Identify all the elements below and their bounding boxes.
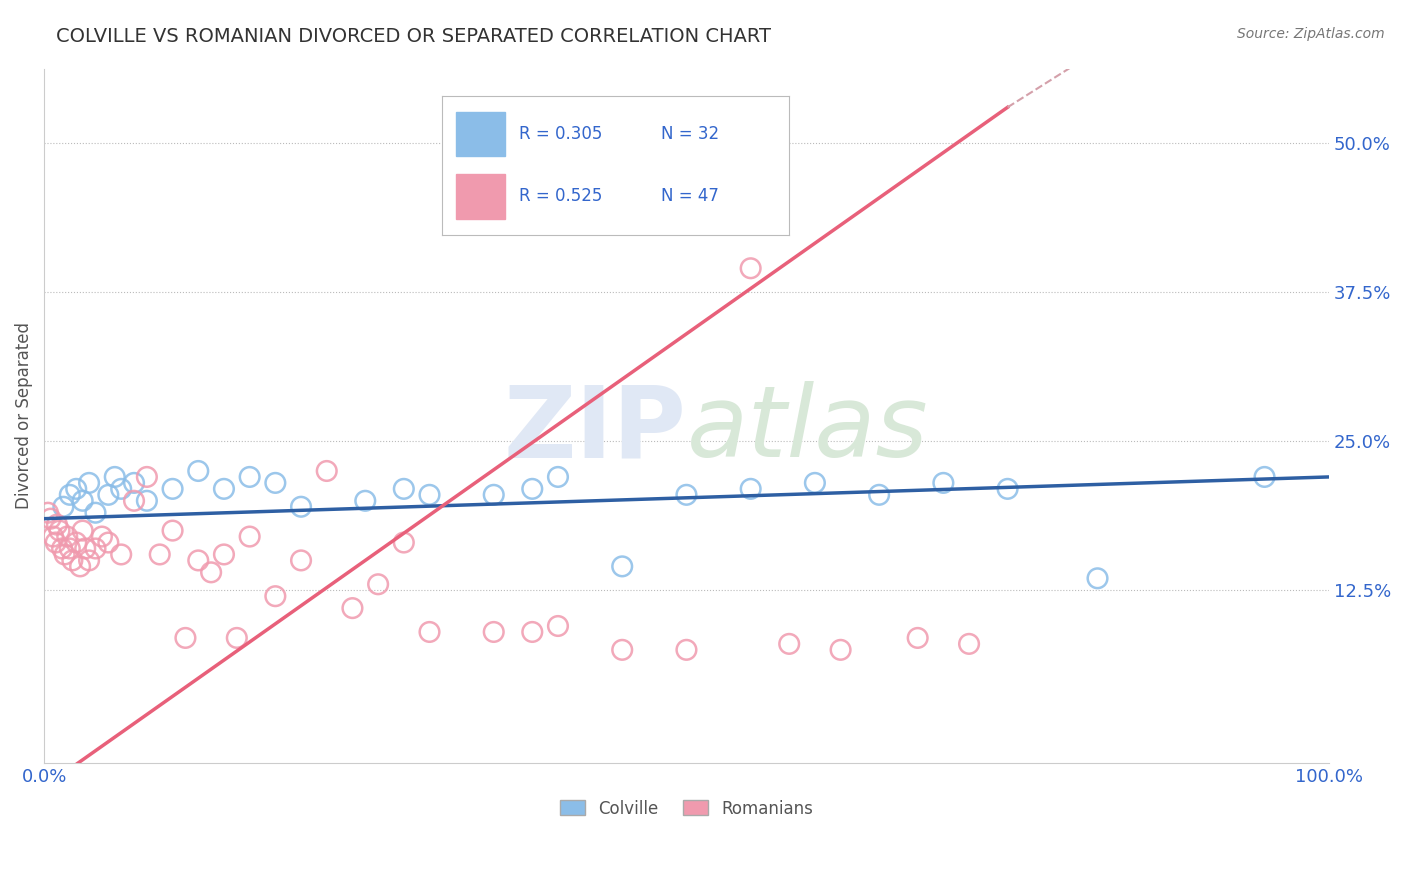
Point xyxy=(367,577,389,591)
Point xyxy=(110,482,132,496)
Point xyxy=(342,601,364,615)
Point xyxy=(84,506,107,520)
Point xyxy=(51,541,73,556)
Point xyxy=(212,548,235,562)
Point xyxy=(1087,571,1109,585)
Point xyxy=(778,637,800,651)
Point xyxy=(162,524,184,538)
Point xyxy=(418,488,440,502)
Point xyxy=(97,488,120,502)
Point xyxy=(162,482,184,496)
Point xyxy=(110,548,132,562)
Point xyxy=(354,493,377,508)
Point xyxy=(42,530,65,544)
Point xyxy=(315,464,337,478)
Point xyxy=(290,553,312,567)
Point xyxy=(53,548,76,562)
Point xyxy=(907,631,929,645)
Point xyxy=(482,488,505,502)
Point xyxy=(52,500,75,514)
Point xyxy=(868,488,890,502)
Point xyxy=(612,643,634,657)
Point xyxy=(37,506,59,520)
Text: ZIP: ZIP xyxy=(503,381,686,478)
Point xyxy=(59,488,82,502)
Text: atlas: atlas xyxy=(686,381,928,478)
Legend: Colville, Romanians: Colville, Romanians xyxy=(553,793,820,824)
Point xyxy=(56,530,79,544)
Point xyxy=(740,261,762,276)
Point xyxy=(482,624,505,639)
Text: Source: ZipAtlas.com: Source: ZipAtlas.com xyxy=(1237,27,1385,41)
Point xyxy=(239,470,262,484)
Point xyxy=(225,631,247,645)
Point xyxy=(77,553,100,567)
Point xyxy=(122,475,145,490)
Point xyxy=(60,553,83,567)
Point xyxy=(1253,470,1275,484)
Point xyxy=(72,493,94,508)
Point xyxy=(135,493,157,508)
Point xyxy=(77,475,100,490)
Point xyxy=(522,482,544,496)
Point xyxy=(392,535,415,549)
Point xyxy=(804,475,827,490)
Point xyxy=(957,637,980,651)
Point xyxy=(418,624,440,639)
Text: COLVILLE VS ROMANIAN DIVORCED OR SEPARATED CORRELATION CHART: COLVILLE VS ROMANIAN DIVORCED OR SEPARAT… xyxy=(56,27,772,45)
Point xyxy=(48,524,70,538)
Point xyxy=(187,553,209,567)
Point xyxy=(290,500,312,514)
Point xyxy=(392,482,415,496)
Point xyxy=(97,535,120,549)
Point xyxy=(187,464,209,478)
Point xyxy=(264,589,287,603)
Point xyxy=(200,566,222,580)
Point xyxy=(932,475,955,490)
Point xyxy=(59,541,82,556)
Point xyxy=(612,559,634,574)
Point xyxy=(135,470,157,484)
Y-axis label: Divorced or Separated: Divorced or Separated xyxy=(15,322,32,509)
Point xyxy=(174,631,197,645)
Point xyxy=(239,530,262,544)
Point xyxy=(997,482,1019,496)
Point xyxy=(675,488,697,502)
Point xyxy=(264,475,287,490)
Point xyxy=(675,643,697,657)
Point xyxy=(149,548,172,562)
Point xyxy=(39,511,62,525)
Point xyxy=(830,643,852,657)
Point xyxy=(104,470,127,484)
Point xyxy=(212,482,235,496)
Point xyxy=(547,470,569,484)
Point xyxy=(84,541,107,556)
Point xyxy=(740,482,762,496)
Point xyxy=(122,493,145,508)
Point xyxy=(45,535,67,549)
Point xyxy=(65,535,87,549)
Point xyxy=(46,517,69,532)
Point xyxy=(547,619,569,633)
Point xyxy=(65,482,87,496)
Point xyxy=(75,541,97,556)
Point xyxy=(72,524,94,538)
Point xyxy=(69,559,91,574)
Point xyxy=(90,530,112,544)
Point xyxy=(522,624,544,639)
